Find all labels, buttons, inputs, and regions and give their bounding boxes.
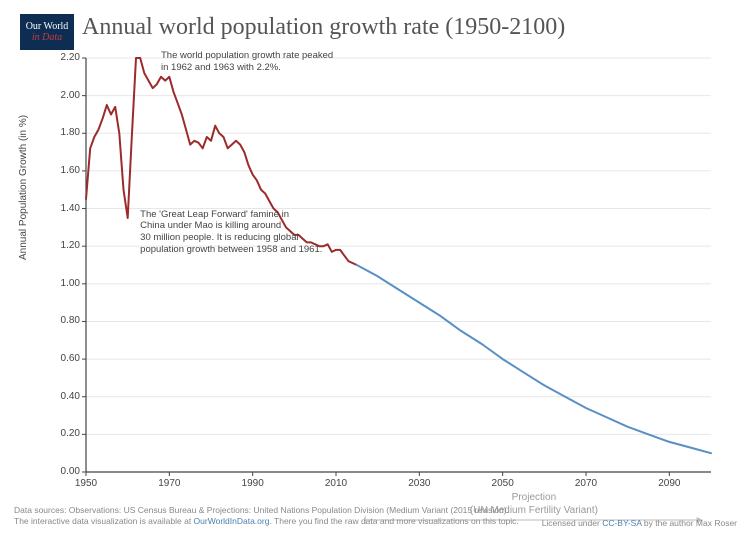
footer-license: Licensed under CC-BY-SA by the author Ma… [542, 518, 737, 529]
x-tick-label: 2030 [408, 478, 430, 489]
annotation-famine: The 'Great Leap Forward' famine inChina … [140, 209, 322, 257]
y-tick-label: 0.40 [52, 391, 80, 402]
y-tick-label: 1.00 [52, 278, 80, 289]
plot-area [86, 58, 711, 472]
footer-link-cc[interactable]: CC-BY-SA [602, 518, 641, 528]
footer-interactive-suffix: . There you find the raw data and more v… [269, 516, 518, 526]
footer-sources: Data sources: Observations: US Census Bu… [14, 505, 509, 515]
y-tick-label: 1.20 [52, 240, 80, 251]
logo-line1: Our World [20, 21, 74, 32]
x-tick-label: 1970 [158, 478, 180, 489]
annotation-peak: The world population growth rate peakedi… [161, 50, 333, 74]
y-tick-label: 1.60 [52, 165, 80, 176]
y-axis-label: Annual Population Growth (in %) [18, 115, 29, 260]
x-tick-label: 2090 [658, 478, 680, 489]
y-tick-label: 2.20 [52, 52, 80, 63]
footer-interactive-prefix: The interactive data visualization is av… [14, 516, 194, 526]
y-tick-label: 0.00 [52, 466, 80, 477]
footer: Data sources: Observations: US Census Bu… [14, 505, 737, 529]
chart-container: Our World in Data Annual world populatio… [0, 0, 751, 535]
x-tick-label: 2050 [492, 478, 514, 489]
x-tick-label: 2070 [575, 478, 597, 489]
y-tick-label: 0.20 [52, 428, 80, 439]
y-tick-label: 1.40 [52, 203, 80, 214]
footer-link-owid[interactable]: OurWorldInData.org [194, 516, 270, 526]
license-prefix: Licensed under [542, 518, 603, 528]
projection-line1: Projection [512, 492, 556, 503]
x-tick-label: 2010 [325, 478, 347, 489]
chart-svg [86, 58, 711, 472]
y-tick-label: 2.00 [52, 90, 80, 101]
y-tick-label: 1.80 [52, 127, 80, 138]
x-tick-label: 1950 [75, 478, 97, 489]
chart-title: Annual world population growth rate (195… [82, 14, 565, 41]
logo-line2: in Data [20, 32, 74, 43]
y-tick-label: 0.60 [52, 353, 80, 364]
x-tick-label: 1990 [242, 478, 264, 489]
owid-logo: Our World in Data [20, 14, 74, 50]
license-suffix: by the author Max Roser [642, 518, 737, 528]
y-tick-label: 0.80 [52, 315, 80, 326]
